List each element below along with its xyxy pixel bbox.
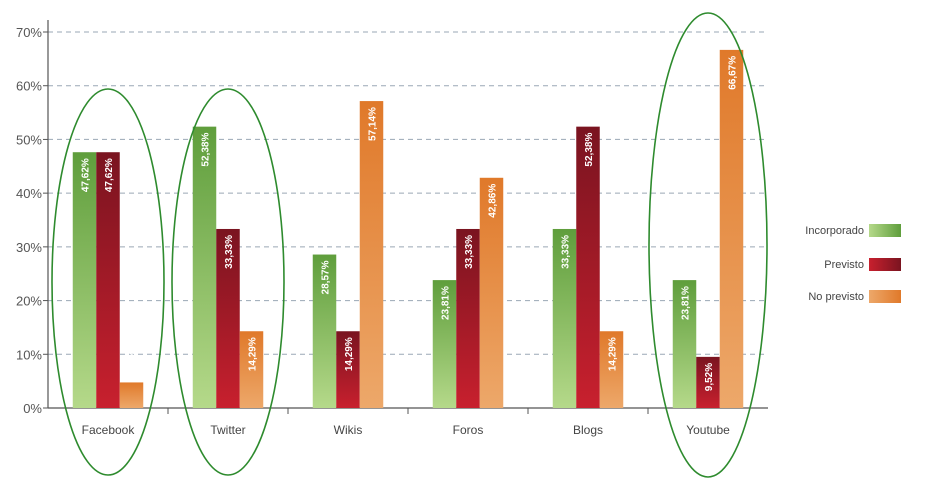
data-label: 9,52% bbox=[704, 363, 715, 391]
category-label: Blogs bbox=[573, 423, 603, 437]
data-label: 4,76% bbox=[128, 350, 139, 378]
data-label: 14,29% bbox=[248, 337, 259, 371]
bar-previsto bbox=[216, 228, 240, 408]
bars bbox=[72, 49, 744, 409]
bar-no-previsto bbox=[599, 331, 624, 408]
legend-label: No previsto bbox=[808, 291, 864, 303]
y-tick-label: 70% bbox=[16, 25, 42, 40]
data-label: 52,38% bbox=[584, 133, 595, 167]
data-label: 23,81% bbox=[441, 286, 452, 320]
category-label: Youtube bbox=[686, 423, 730, 437]
bar-previsto bbox=[696, 356, 720, 408]
highlight-ellipse bbox=[171, 88, 285, 476]
data-label: 52,38% bbox=[201, 133, 212, 167]
y-tick-label: 40% bbox=[16, 186, 42, 201]
bar-no-previsto bbox=[119, 382, 144, 408]
bar-incorporado bbox=[672, 280, 697, 408]
legend-swatch bbox=[869, 224, 901, 237]
legend-swatch bbox=[869, 290, 901, 303]
bar-incorporado bbox=[552, 228, 577, 408]
data-label: 57,14% bbox=[368, 107, 379, 141]
legend-label: Previsto bbox=[824, 259, 864, 271]
bar-incorporado bbox=[432, 280, 457, 408]
bar-incorporado bbox=[312, 254, 337, 408]
bar-no-previsto bbox=[239, 331, 264, 408]
y-tick-label: 50% bbox=[16, 132, 42, 147]
data-label: 42,86% bbox=[488, 184, 499, 218]
data-label: 23,81% bbox=[681, 286, 692, 320]
y-tick-label: 20% bbox=[16, 294, 42, 309]
data-label: 47,62% bbox=[104, 158, 115, 192]
bar-previsto bbox=[576, 126, 600, 409]
category-label: Facebook bbox=[82, 423, 136, 437]
category-label: Foros bbox=[453, 423, 484, 437]
y-tick-label: 0% bbox=[23, 401, 42, 416]
data-label: 33,33% bbox=[561, 235, 572, 269]
gridlines bbox=[48, 31, 768, 355]
bar-incorporado bbox=[192, 126, 217, 409]
category-label: Wikis bbox=[334, 423, 363, 437]
y-tick-label: 10% bbox=[16, 347, 42, 362]
legend: Incorporado Previsto No previsto bbox=[805, 224, 901, 303]
axes: 0% 10% 20% 30% 40% 50% 60% 70% Facebook Twitter Wi… bbox=[16, 20, 768, 437]
bar-previsto bbox=[456, 228, 480, 408]
category-label: Twitter bbox=[210, 423, 245, 437]
bar-previsto bbox=[96, 152, 120, 408]
legend-label: Incorporado bbox=[805, 225, 864, 237]
bar-previsto bbox=[336, 331, 360, 408]
bar-no-previsto bbox=[479, 177, 504, 408]
highlight-ellipses bbox=[51, 12, 768, 478]
data-label: 33,33% bbox=[224, 235, 235, 269]
legend-swatch bbox=[869, 258, 901, 271]
data-label: 47,62% bbox=[81, 158, 92, 192]
y-tick-label: 60% bbox=[16, 79, 42, 94]
data-labels: 47,62% 47,62% 4,76% 52,38% 33,33% 14,29% 28,57… bbox=[81, 56, 739, 391]
data-label: 14,29% bbox=[608, 337, 619, 371]
highlight-ellipse bbox=[51, 88, 165, 476]
data-label: 14,29% bbox=[344, 337, 355, 371]
data-label: 33,33% bbox=[464, 235, 475, 269]
y-tick-label: 30% bbox=[16, 240, 42, 255]
bar-no-previsto bbox=[719, 49, 744, 409]
data-label: 28,57% bbox=[321, 260, 332, 294]
bar-incorporado bbox=[72, 152, 97, 408]
data-label: 66,67% bbox=[728, 56, 739, 90]
highlight-ellipse bbox=[648, 12, 768, 478]
bar-no-previsto bbox=[359, 101, 384, 408]
